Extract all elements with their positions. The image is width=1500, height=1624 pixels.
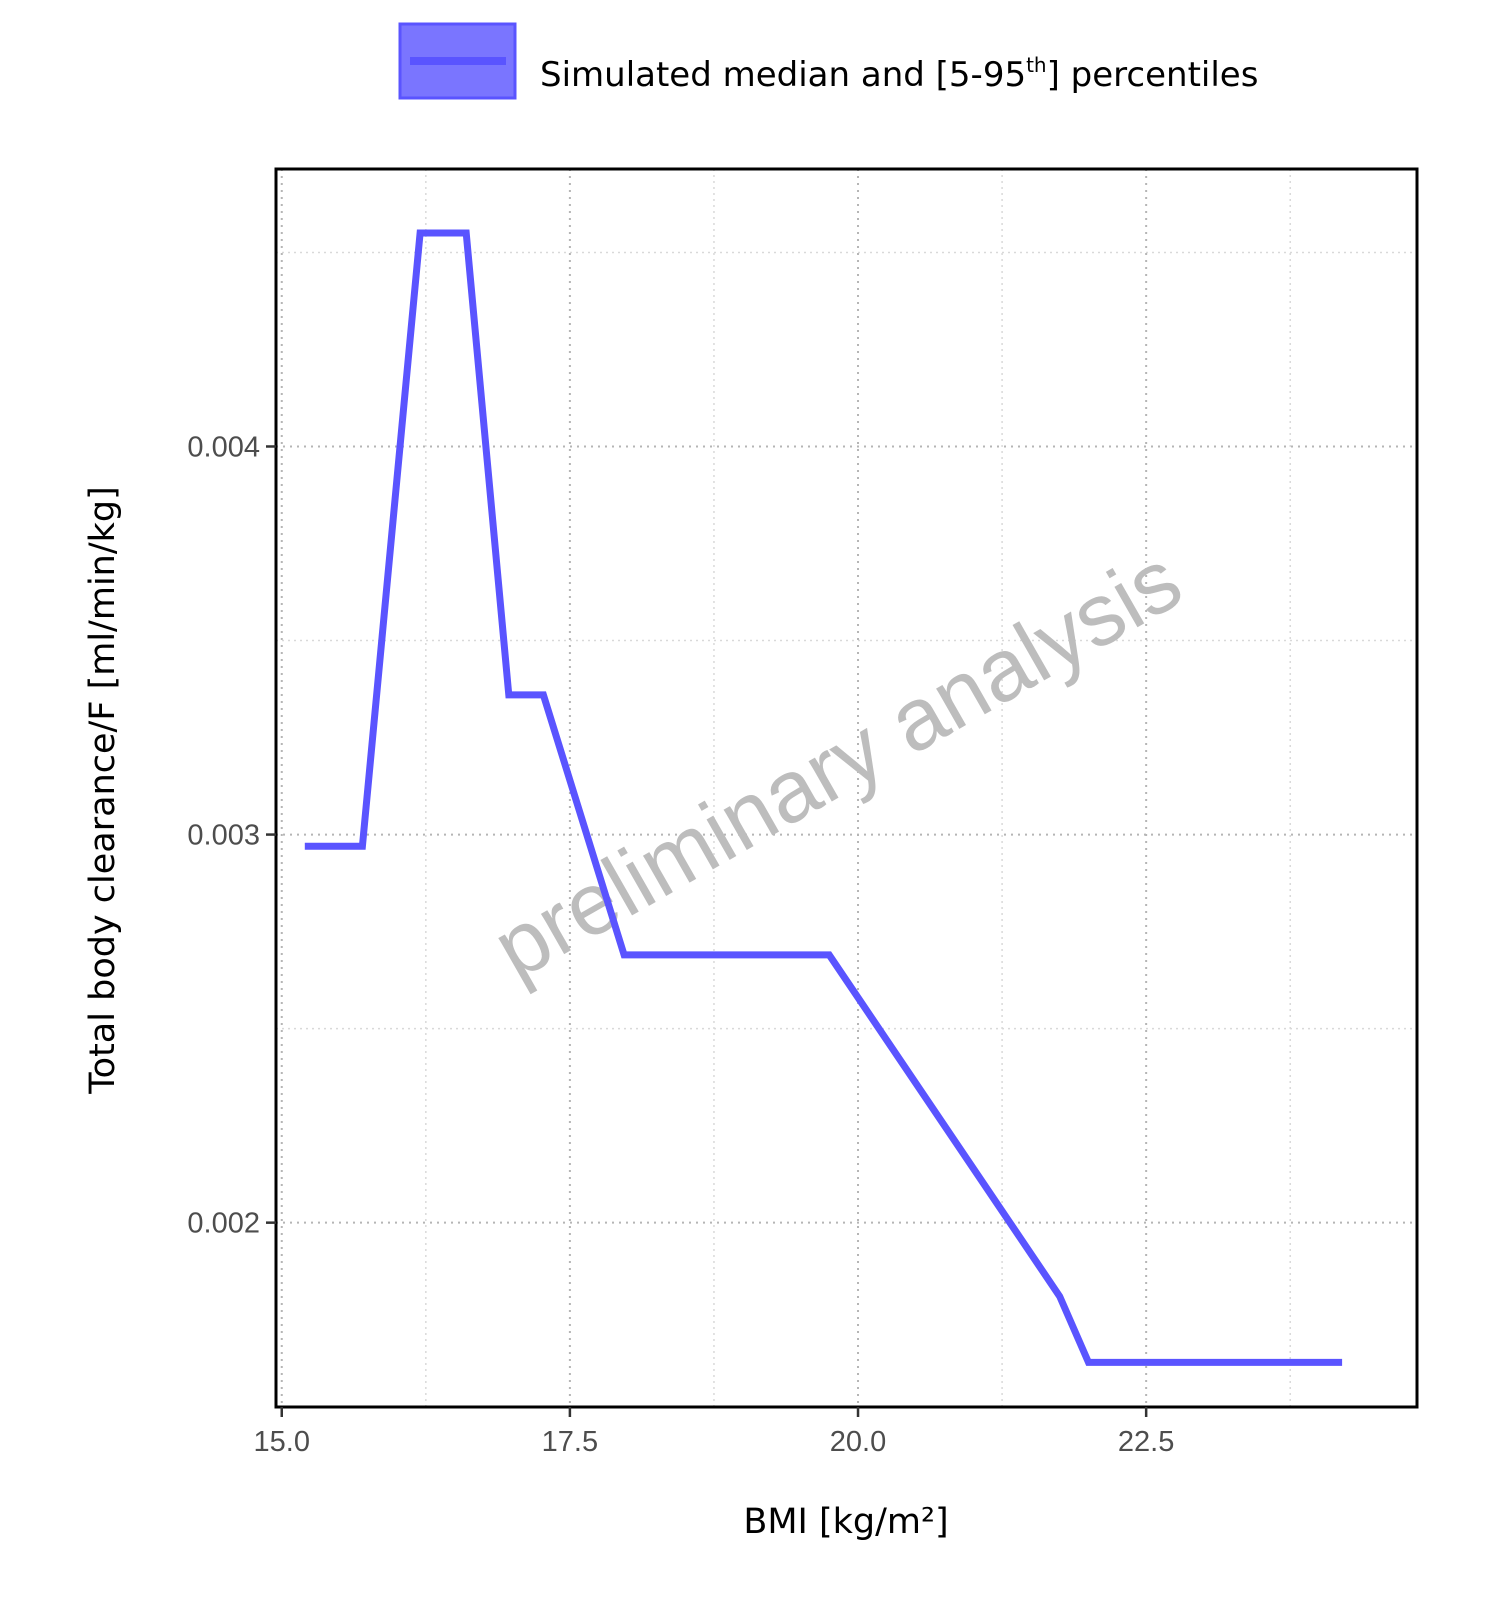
watermark-layer: preliminary analysis xyxy=(477,529,1197,998)
ticks: 15.0 17.5 20.0 22.5 0.002 0.003 0.004 xyxy=(187,431,1174,1458)
watermark: preliminary analysis xyxy=(477,529,1197,998)
grid xyxy=(276,169,1417,1407)
x-axis-title: BMI [kg/m²] xyxy=(743,1502,948,1542)
x-tick-label: 22.5 xyxy=(1118,1426,1174,1458)
series-layer xyxy=(304,229,1343,1366)
legend-label-main: Simulated median and [5-95 xyxy=(540,55,1026,95)
legend-label-superscript: th xyxy=(1026,53,1047,77)
y-tick-label: 0.003 xyxy=(187,820,260,852)
y-axis-title: Total body clearance/F [ml/min/kg] xyxy=(83,486,123,1095)
legend-entry-label: Simulated median and [5-95th] percentile… xyxy=(540,53,1258,95)
series-line-median xyxy=(304,229,1343,1366)
plot-panel-border xyxy=(274,167,1419,1409)
x-tick-label: 17.5 xyxy=(542,1426,598,1458)
legend-label-end: ] percentiles xyxy=(1047,55,1259,95)
y-tick-label: 0.002 xyxy=(187,1208,260,1240)
x-tick-label: 20.0 xyxy=(830,1426,886,1458)
legend: Simulated median and [5-95th] percentile… xyxy=(398,22,1258,100)
x-tick-label: 15.0 xyxy=(254,1426,310,1458)
y-tick-label: 0.004 xyxy=(187,431,260,463)
